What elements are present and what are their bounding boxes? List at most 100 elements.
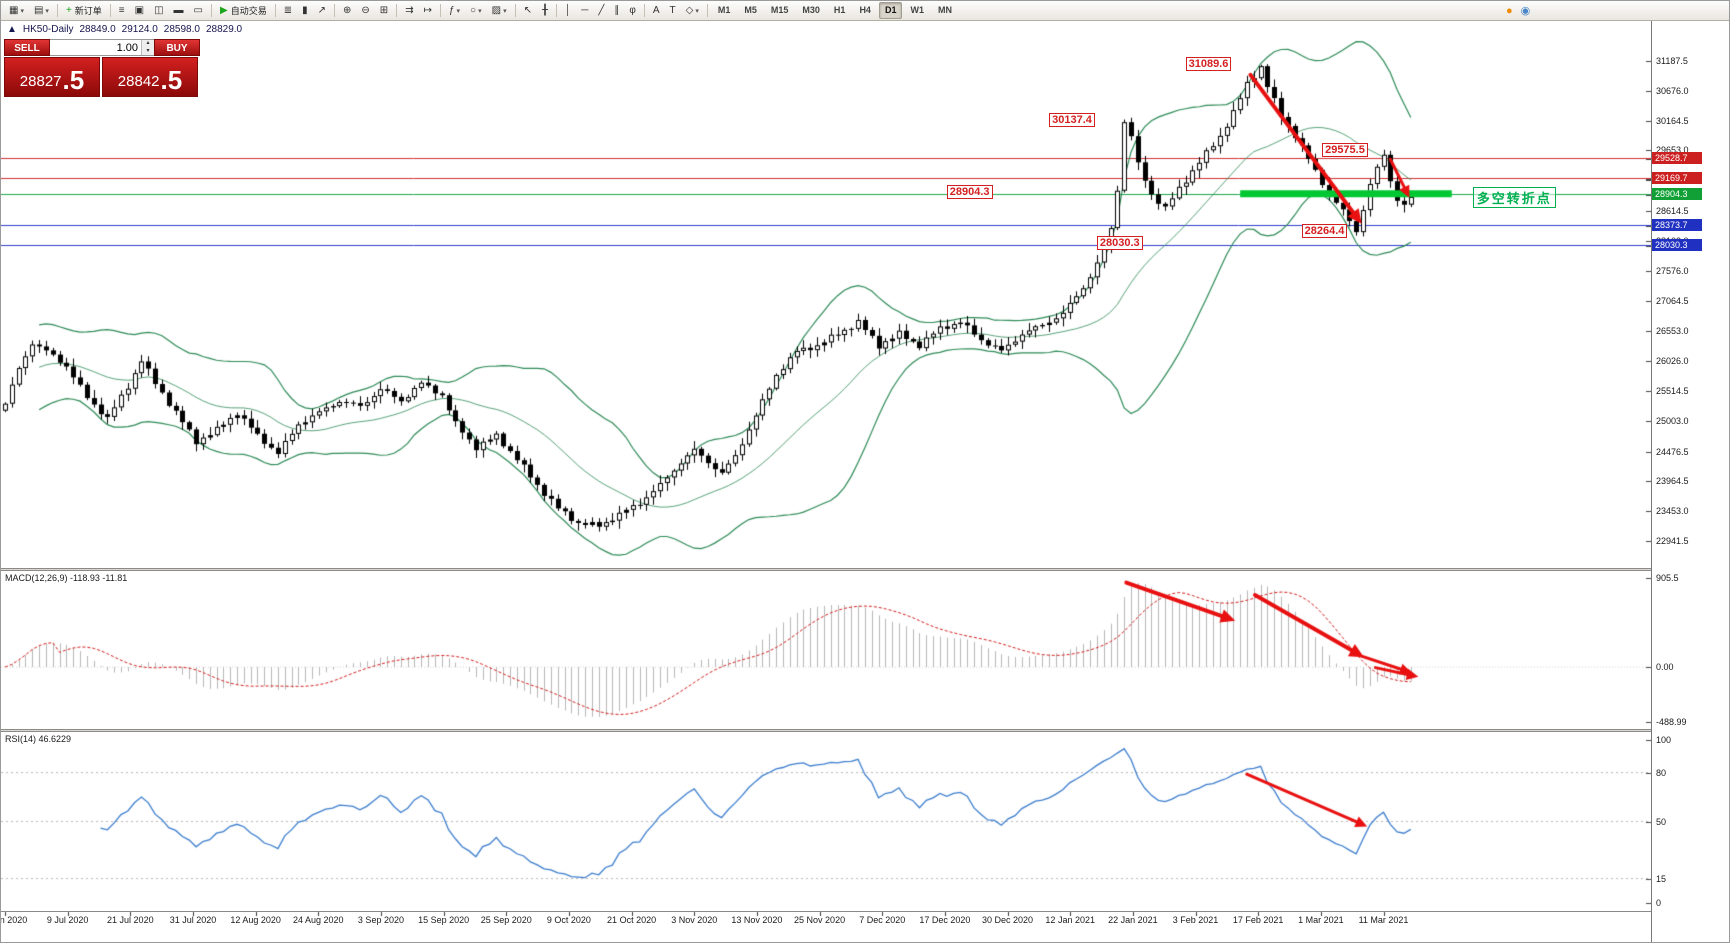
market-watch-button[interactable]: ≡ — [115, 2, 129, 20]
bar-chart-icon: ≣ — [283, 4, 293, 16]
text-button[interactable]: A — [649, 2, 664, 20]
horizontal-line-button[interactable]: ─ — [577, 2, 592, 20]
price-axis-label: 28614.5 — [1656, 205, 1689, 216]
timeframe-m15-button[interactable]: M15 — [770, 5, 789, 15]
buy-button[interactable]: BUY — [154, 39, 200, 56]
note-28904[interactable]: 28904.3 — [946, 184, 993, 199]
arrows-tool-button[interactable]: ◇ ▾ — [682, 2, 703, 20]
new-chart-button[interactable]: ▦ ▾ — [5, 2, 28, 20]
bar-chart-button[interactable]: ≣ — [280, 2, 296, 20]
zoom-in-icon: ⊕ — [343, 4, 352, 16]
note-28264[interactable]: 28264.4 — [1301, 223, 1348, 238]
sell-price-button[interactable]: 28827.5 — [4, 57, 100, 97]
line-chart-icon: ↗ — [317, 4, 327, 16]
vertical-line-button[interactable]: │ — [561, 2, 575, 20]
data-window-button[interactable]: ▣ — [131, 2, 148, 20]
chart-canvas[interactable] — [1, 1, 1651, 942]
strategy-tester-icon: ▭ — [193, 4, 203, 16]
chart-profiles-button[interactable]: ▤ ▾ — [30, 2, 53, 20]
note-28030[interactable]: 28030.3 — [1096, 235, 1143, 250]
macd-axis-label: 0.00 — [1656, 662, 1674, 673]
price-axis-label: 22941.5 — [1656, 536, 1689, 546]
timeframe-h1-button[interactable]: H1 — [833, 5, 846, 15]
panel-resize-divider[interactable] — [1, 568, 1729, 571]
templates-caret-icon[interactable]: ▾ — [503, 7, 507, 15]
alert-icon[interactable]: ● — [1506, 5, 1513, 17]
trendline-button[interactable]: ╱ — [594, 2, 608, 20]
line-chart-button[interactable]: ↗ — [314, 2, 330, 20]
chart-shift-icon: ↦ — [423, 4, 432, 16]
note-30137[interactable]: 30137.4 — [1049, 113, 1095, 128]
connection-icon[interactable]: ◉ — [1520, 5, 1531, 17]
timeframe-m30-button[interactable]: M30 — [802, 5, 820, 15]
toolbar-separator — [334, 4, 336, 17]
indicators-icon: ƒ — [448, 4, 455, 16]
auto-scroll-button[interactable]: ⇉ — [401, 2, 417, 20]
cursor-button[interactable]: ↖ — [520, 2, 536, 20]
tile-windows-icon: ⊞ — [379, 4, 389, 16]
volume-input[interactable] — [50, 40, 141, 55]
price-axis-label: 26026.0 — [1656, 356, 1689, 367]
note-29575[interactable]: 29575.5 — [1322, 142, 1368, 157]
zoom-out-button[interactable]: ⊖ — [357, 2, 373, 20]
price-tag: 28373.7 — [1652, 218, 1702, 231]
rsi-axis-label: 100 — [1656, 735, 1672, 745]
candlestick-chart-button[interactable]: ▮ — [298, 2, 312, 20]
candlestick-chart-icon: ▮ — [302, 4, 308, 16]
price-axis-label: 27064.5 — [1656, 296, 1689, 306]
toolbar-separator — [556, 4, 557, 17]
toolbar-separator — [396, 4, 398, 17]
templates-button[interactable]: ▨ ▾ — [488, 2, 511, 20]
price-tag: 28904.3 — [1652, 187, 1702, 200]
new-chart-caret-icon[interactable]: ▾ — [20, 7, 24, 15]
auto-trading-button[interactable]: ▶ 自动交易 — [216, 2, 271, 20]
buy-price-fraction: .5 — [160, 65, 183, 95]
timeframe-h4-button[interactable]: H4 — [859, 5, 871, 15]
indicators-caret-icon[interactable]: ▾ — [456, 7, 461, 15]
strategy-tester-button[interactable]: ▭ — [190, 2, 207, 20]
indicators-button[interactable]: ƒ ▾ — [445, 2, 464, 20]
price-axis-label: 25003.0 — [1656, 416, 1689, 426]
terminal-icon: ▬ — [173, 4, 184, 16]
trendline-icon: ╱ — [598, 4, 605, 16]
price-axis-label: 27576.0 — [1656, 266, 1689, 277]
periods-button[interactable]: ○ ▾ — [466, 2, 486, 20]
equidistant-channel-button[interactable]: ∥ — [610, 2, 623, 20]
one-click-trading-panel: SELL ▴ ▾ BUY 28827.5 28842.5 — [4, 39, 200, 97]
volume-increase-button[interactable]: ▴ — [142, 40, 154, 48]
zoom-in-button[interactable]: ⊕ — [339, 2, 355, 20]
new-order-icon: + — [65, 4, 72, 16]
auto-trading-label: 自动交易 — [230, 6, 267, 16]
price-axis-label: 30164.5 — [1656, 115, 1689, 126]
timeframe-mn-button[interactable]: MN — [937, 5, 952, 15]
timeframe-w1-button[interactable]: W1 — [910, 5, 924, 15]
sell-button[interactable]: SELL — [4, 39, 50, 56]
crosshair-button[interactable]: ╂ — [538, 2, 552, 20]
navigator-icon: ◫ — [154, 4, 164, 16]
timeframe-m5-button[interactable]: M5 — [744, 5, 757, 15]
timeframe-m1-button[interactable]: M1 — [717, 5, 731, 15]
arrows-tool-caret-icon[interactable]: ▾ — [695, 7, 699, 15]
sell-price: 28827 — [19, 73, 62, 90]
price-tag: 29528.7 — [1652, 151, 1702, 164]
pivot-annotation[interactable]: 多空转折点 — [1472, 187, 1556, 209]
chart-shift-button[interactable]: ↦ — [420, 2, 436, 20]
toolbar-separator — [706, 4, 708, 17]
buy-price-button[interactable]: 28842.5 — [102, 57, 198, 97]
fibonacci-button[interactable]: φ — [625, 2, 639, 20]
navigator-button[interactable]: ◫ — [150, 2, 167, 20]
tile-windows-button[interactable]: ⊞ — [376, 2, 392, 20]
note-31089[interactable]: 31089.6 — [1185, 56, 1232, 71]
new-order-button[interactable]: + 新订单 — [62, 2, 106, 20]
terminal-button[interactable]: ▬ — [170, 2, 188, 20]
text-label-button[interactable]: T — [666, 2, 680, 20]
price-axis-label: 25514.5 — [1656, 386, 1689, 397]
rsi-axis-label: 0 — [1656, 898, 1662, 908]
periods-caret-icon[interactable]: ▾ — [478, 7, 482, 15]
panel-resize-divider[interactable] — [1, 729, 1729, 732]
volume-decrease-button[interactable]: ▾ — [142, 47, 154, 55]
chart-profiles-caret-icon[interactable]: ▾ — [45, 7, 49, 15]
text-label-icon: T — [669, 4, 676, 16]
timeframe-d1-button[interactable]: D1 — [878, 2, 903, 19]
price-axis-label: 26553.0 — [1656, 325, 1689, 336]
